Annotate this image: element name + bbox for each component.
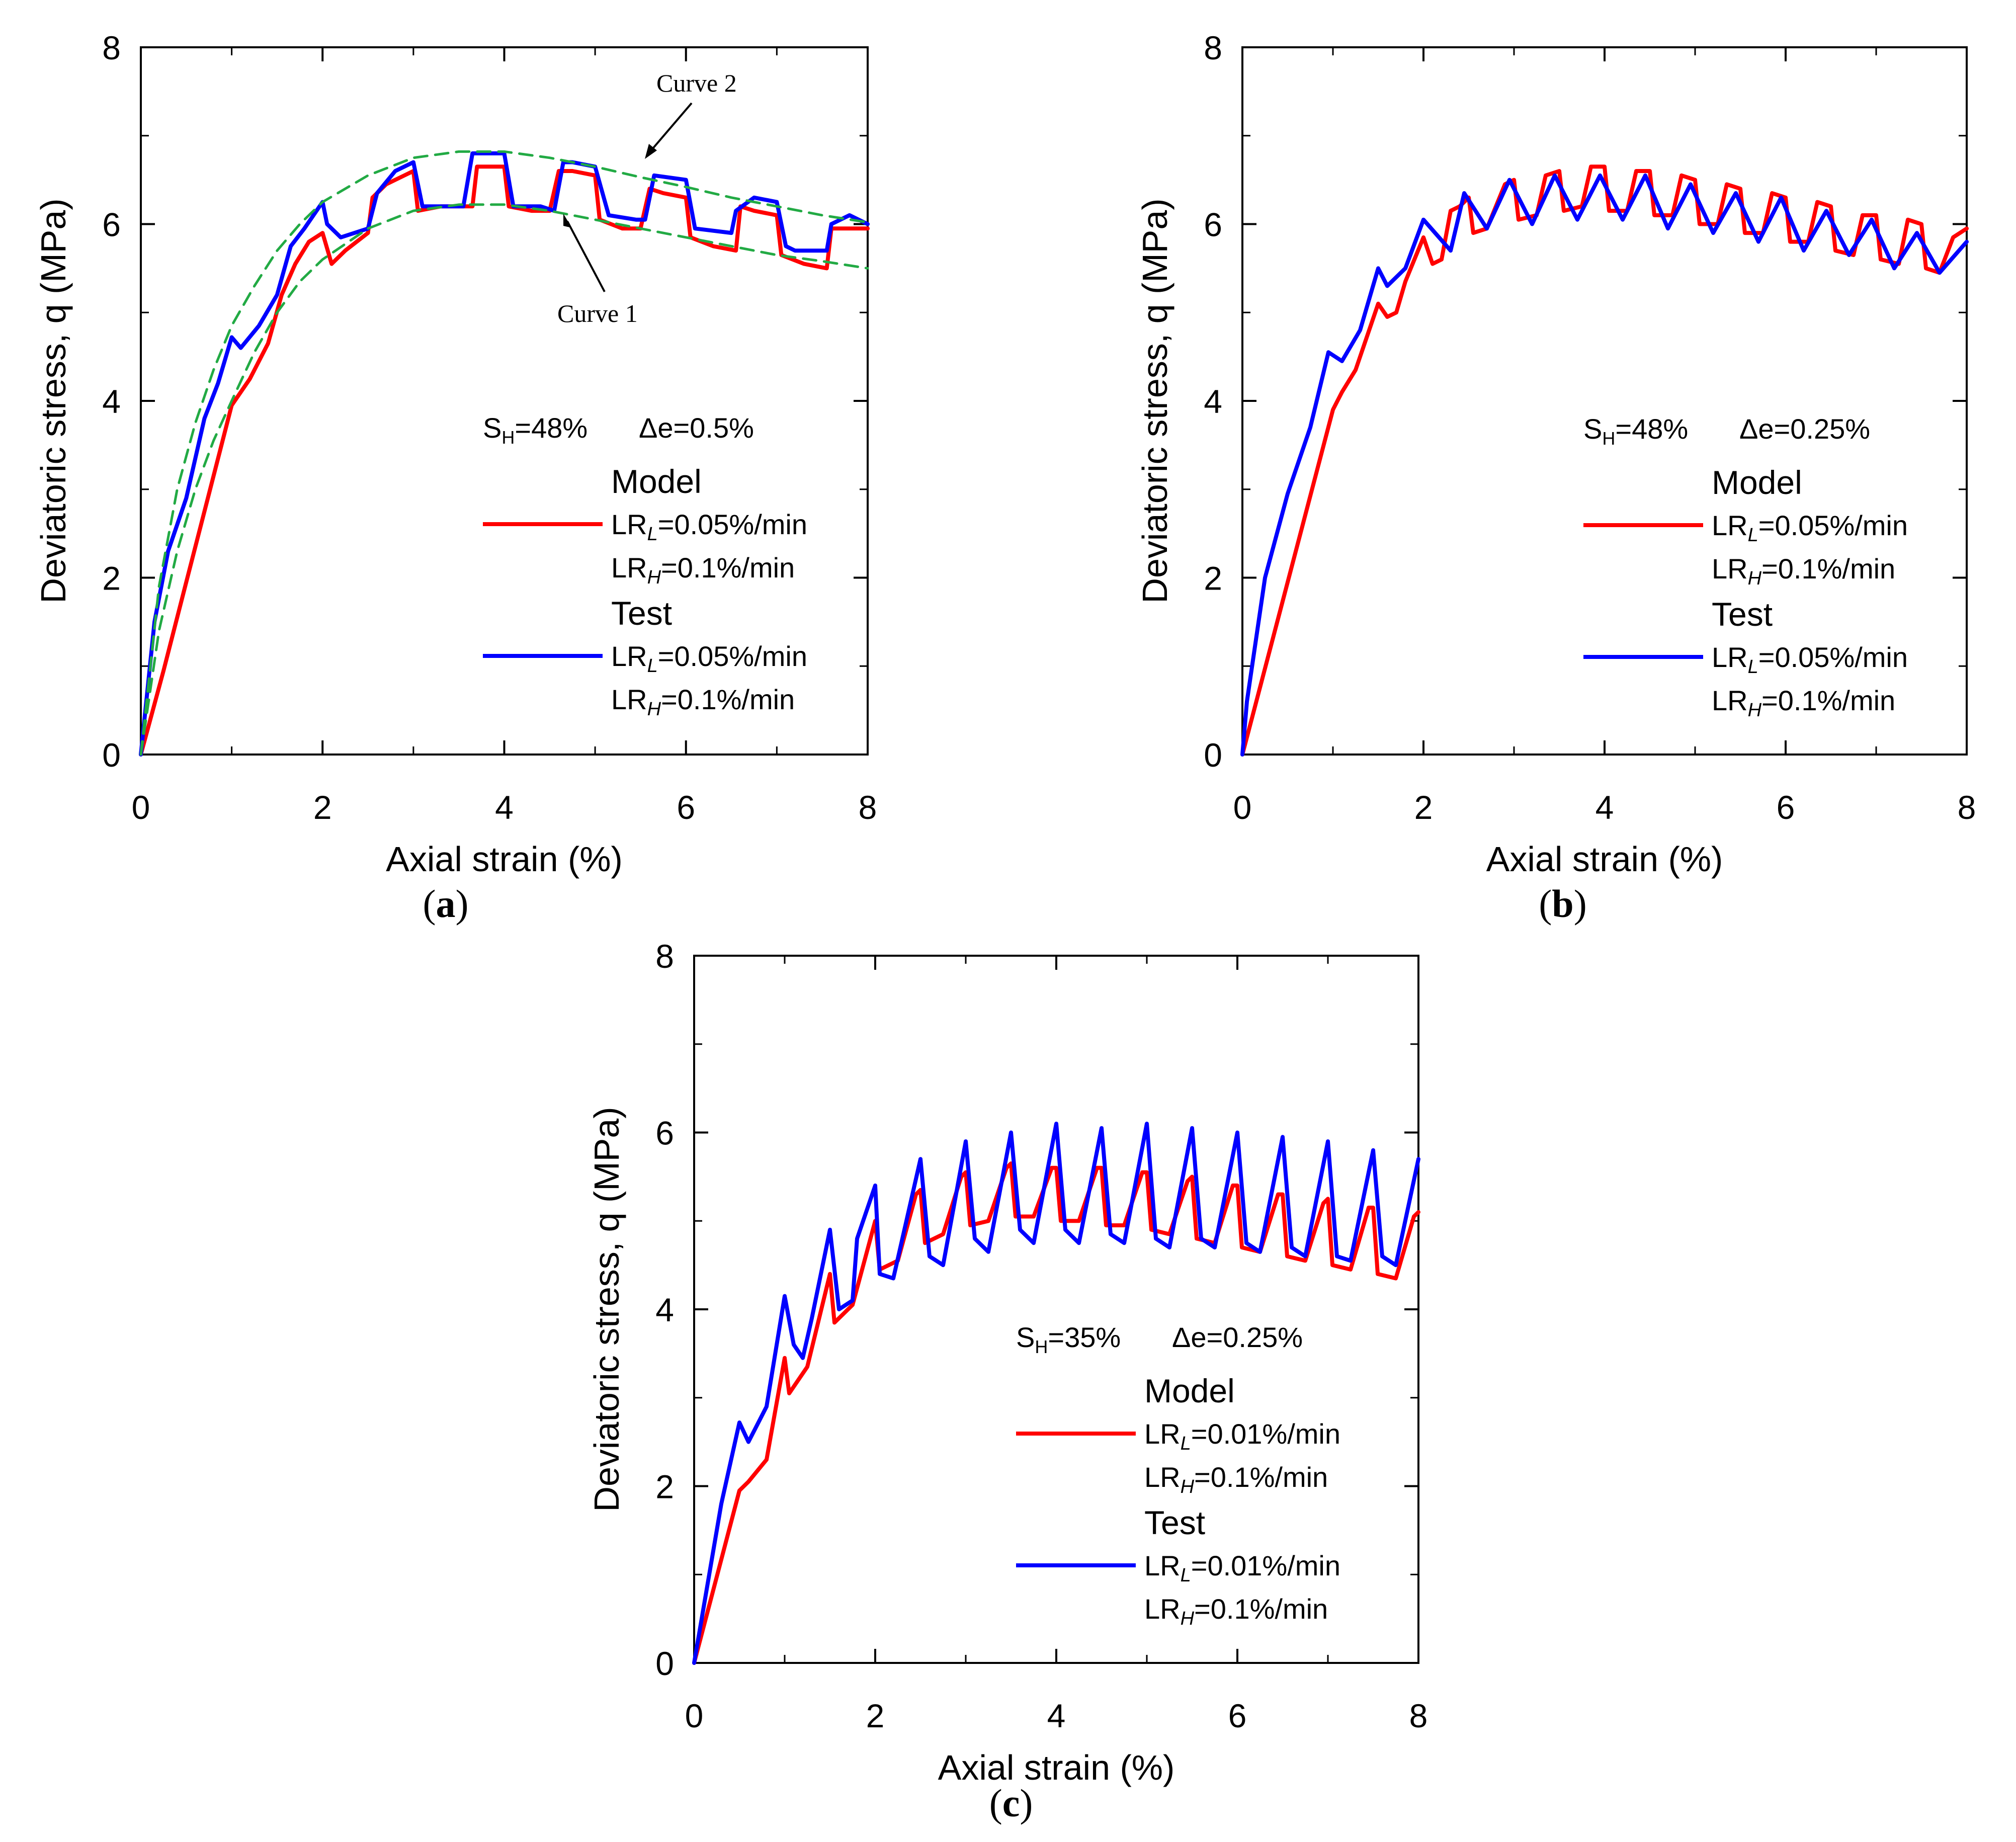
legend-strain-increment: Δe=0.25% [1739, 413, 1870, 445]
caption-b: (b) [1539, 882, 1587, 926]
y-axis-label: Deviatoric stress, q (MPa) [34, 198, 73, 603]
series-line-curve-2 [139, 150, 869, 756]
y-axis-label: Deviatoric stress, q (MPa) [1135, 198, 1174, 603]
caption-c: (c) [989, 1781, 1033, 1825]
y-tick-label: 8 [102, 29, 121, 66]
x-axis-label: Axial strain (%) [1486, 840, 1723, 879]
legend-condition: SH=48% [1583, 413, 1688, 449]
annotation-curve-1: Curve 1 [557, 299, 638, 327]
y-tick-label: 4 [655, 1291, 674, 1328]
x-tick-label: 8 [1958, 789, 1976, 826]
legend-group-label: Test [1144, 1504, 1205, 1541]
legend-group-label: Test [1712, 596, 1773, 633]
x-tick-label: 4 [1047, 1697, 1066, 1734]
legend-rate-low: LRL=0.05%/min [611, 640, 807, 677]
y-tick-label: 8 [1204, 29, 1222, 66]
legend-rate-high: LRH=0.1%/min [1144, 1461, 1328, 1497]
series-line-test [1240, 173, 1969, 757]
x-tick-label: 6 [1228, 1697, 1247, 1734]
y-tick-label: 0 [102, 736, 121, 774]
chart-b: 0 2 4 6 8 0 2 4 6 8 Axial strain (%) Deviatoric str… [1135, 29, 1976, 879]
series-line-test [692, 1121, 1420, 1665]
y-axis-label: Deviatoric stress, q (MPa) [587, 1107, 626, 1512]
series-line-curve-1 [139, 203, 869, 756]
y-tick-label: 2 [1204, 560, 1222, 597]
y-tick-label: 0 [1204, 736, 1222, 774]
legend-group-label: Model [1712, 464, 1802, 501]
x-tick-label: 6 [1777, 789, 1795, 826]
caption-a: (a) [423, 882, 469, 926]
x-tick-label: 2 [1414, 789, 1433, 826]
legend-strain-increment: Δe=0.5% [639, 412, 754, 444]
chart-c: 0 2 4 6 8 0 2 4 6 8 Axial strain (%) Deviatoric str… [587, 938, 1427, 1787]
x-axis-label: Axial strain (%) [386, 840, 623, 879]
y-tick-label: 6 [1204, 206, 1222, 243]
legend-rate-low: LRL=0.01%/min [1144, 1550, 1340, 1586]
x-tick-label: 2 [866, 1697, 885, 1734]
legend-rate-high: LRH=0.1%/min [611, 684, 795, 720]
y-tick-label: 6 [102, 206, 121, 243]
series-line-model [692, 1161, 1420, 1665]
x-tick-label: 4 [1595, 789, 1614, 826]
y-tick-label: 8 [655, 938, 674, 975]
legend-strain-increment: Δe=0.25% [1172, 1321, 1303, 1353]
annotation-arrow-curve-1 [566, 221, 606, 292]
x-tick-label: 8 [859, 789, 877, 826]
y-tick-label: 2 [102, 560, 121, 597]
x-tick-label: 0 [685, 1697, 704, 1734]
legend-group-label: Test [611, 595, 672, 632]
y-tick-label: 2 [655, 1468, 674, 1505]
series-line-test [139, 151, 870, 757]
y-tick-label: 0 [655, 1645, 674, 1682]
y-tick-label: 4 [1204, 383, 1222, 420]
legend-rate-high: LRH=0.1%/min [1712, 553, 1895, 589]
y-tick-label: 6 [655, 1115, 674, 1152]
annotation-curve-2: Curve 2 [656, 69, 737, 97]
legend-condition: SH=35% [1016, 1321, 1121, 1357]
x-tick-label: 8 [1409, 1697, 1428, 1734]
legend-rate-high: LRH=0.1%/min [1144, 1593, 1328, 1629]
legend-rate-high: LRH=0.1%/min [611, 552, 795, 588]
legend-rate-low: LRL=0.01%/min [1144, 1418, 1340, 1454]
x-tick-label: 0 [132, 789, 150, 826]
legend-condition: SH=48% [483, 412, 587, 448]
arrow-head-icon [645, 144, 657, 159]
chart-a: 0 2 4 6 8 0 2 4 6 8 Axial strain (%) Deviatoric str… [34, 29, 877, 879]
legend-rate-low: LRL=0.05%/min [611, 509, 807, 545]
annotation-arrow-curve-2 [649, 102, 693, 153]
legend-rate-low: LRL=0.05%/min [1712, 510, 1908, 546]
x-tick-label: 2 [313, 789, 332, 826]
legend-rate-high: LRH=0.1%/min [1712, 685, 1895, 721]
x-tick-label: 6 [677, 789, 695, 826]
x-axis-label: Axial strain (%) [938, 1748, 1175, 1787]
arrow-head-icon [563, 214, 572, 228]
y-tick-label: 4 [102, 383, 121, 420]
legend-group-label: Model [611, 463, 702, 500]
legend-rate-low: LRL=0.05%/min [1712, 641, 1908, 678]
x-tick-label: 4 [495, 789, 514, 826]
x-tick-label: 0 [1233, 789, 1252, 826]
legend-group-label: Model [1144, 1372, 1235, 1409]
